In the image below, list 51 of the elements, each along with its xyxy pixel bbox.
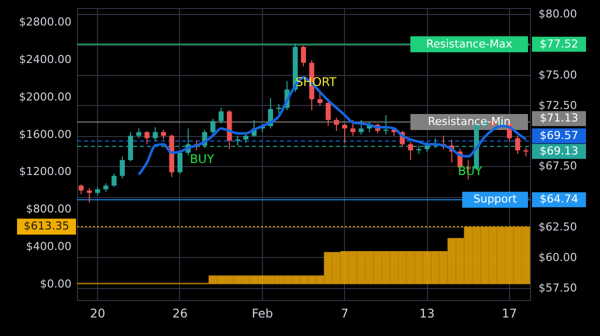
candlestick xyxy=(243,132,248,144)
candlestick xyxy=(515,135,520,154)
candlestick xyxy=(120,156,125,179)
candlestick xyxy=(358,119,364,136)
y-tick-label: $2400.00 xyxy=(19,52,72,66)
y2-tick-label: $57.50 xyxy=(538,281,577,294)
candlestick xyxy=(152,126,158,142)
y2-tick-label: $60.00 xyxy=(538,250,577,264)
candlestick xyxy=(78,184,84,195)
candlestick xyxy=(160,129,166,140)
ref-line-label: Support xyxy=(473,192,518,206)
y-tick-label: $1200.00 xyxy=(19,165,72,178)
y2-tick-label: $75.00 xyxy=(538,68,577,82)
candlestick xyxy=(210,118,216,136)
text: $69.57 xyxy=(540,128,578,142)
candlestick xyxy=(112,172,117,188)
text: $77.52 xyxy=(540,37,578,50)
candlestick xyxy=(136,128,142,139)
candlestick xyxy=(218,107,224,124)
y-tick-label: $1600.00 xyxy=(19,128,72,141)
y-tick-label: $0.00 xyxy=(40,278,72,290)
text: $69.13 xyxy=(540,144,578,158)
y2-tick-label: $80.00 xyxy=(538,8,577,21)
y2-tick-label: $67.50 xyxy=(538,160,577,173)
text: $71.13 xyxy=(540,112,578,125)
candlestick xyxy=(301,45,306,67)
x-tick-label: 13 xyxy=(419,306,435,320)
y2-tick-label: $62.50 xyxy=(538,220,577,234)
ref-line-label: $613.35 xyxy=(24,220,70,233)
candlestick xyxy=(317,91,322,106)
annotation: BUY xyxy=(190,152,215,166)
candlestick xyxy=(334,117,339,132)
candlestick xyxy=(144,130,150,145)
candlestick xyxy=(326,101,331,127)
text: $64.74 xyxy=(540,192,578,206)
y-tick-label: $400.00 xyxy=(26,240,72,254)
y-tick-label: $800.00 xyxy=(26,202,72,216)
candlestick xyxy=(342,123,348,144)
x-tick-label: Feb xyxy=(252,306,273,320)
candlestick xyxy=(408,141,414,161)
ref-line-label: Resistance-Max xyxy=(426,37,513,50)
candlestick xyxy=(383,114,388,136)
candlestick xyxy=(86,188,92,204)
x-tick-label: 7 xyxy=(340,306,348,320)
x-tick-label: 17 xyxy=(502,306,518,320)
y2-tick-label: $72.50 xyxy=(538,98,577,112)
y-tick-label: $2000.00 xyxy=(19,90,72,104)
y-tick-label: $2800.00 xyxy=(19,16,72,29)
x-tick-label: 26 xyxy=(172,306,188,320)
x-tick-label: 20 xyxy=(90,306,106,320)
candlestick xyxy=(350,119,356,136)
